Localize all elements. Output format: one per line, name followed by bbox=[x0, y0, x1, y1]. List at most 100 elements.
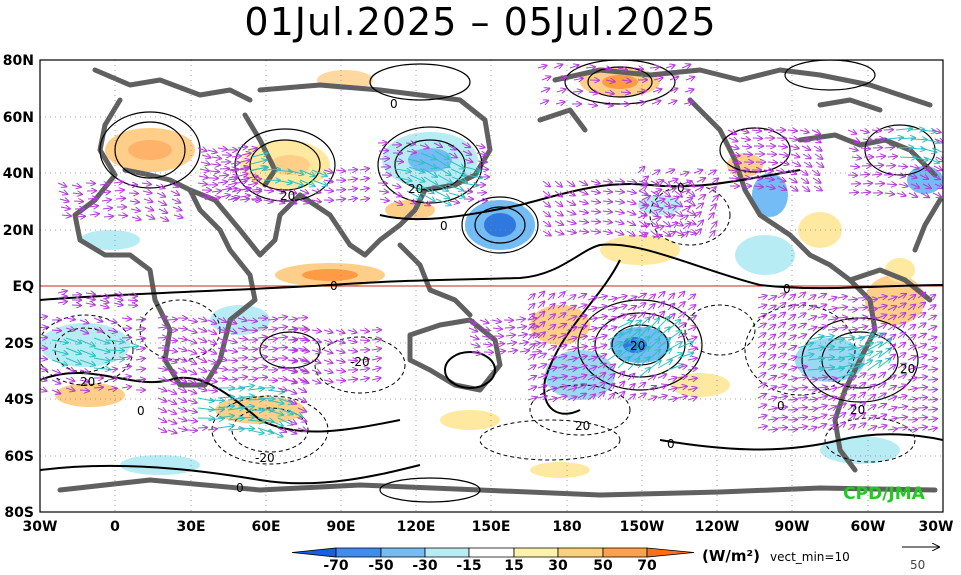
flux-vector bbox=[585, 67, 595, 68]
flux-vector bbox=[537, 302, 544, 309]
flux-vector bbox=[617, 68, 627, 70]
flux-vector bbox=[169, 183, 178, 187]
flux-vector bbox=[797, 377, 807, 378]
flux-vector bbox=[257, 408, 274, 410]
flux-vector bbox=[601, 68, 611, 69]
flux-vector bbox=[40, 378, 47, 381]
flux-vector bbox=[847, 415, 855, 421]
flux-vector bbox=[907, 305, 915, 311]
flux-vector bbox=[694, 229, 701, 237]
flux-vector bbox=[247, 349, 257, 350]
flux-vector bbox=[267, 409, 283, 415]
flux-vector bbox=[379, 199, 389, 201]
flux-vector bbox=[407, 199, 416, 204]
flux-vector bbox=[862, 183, 872, 184]
flux-vector bbox=[93, 358, 110, 361]
flux-vector bbox=[666, 188, 676, 191]
flux-vector bbox=[93, 387, 103, 388]
flux-vector bbox=[775, 170, 785, 172]
flux-vector bbox=[681, 207, 690, 211]
flux-vector bbox=[107, 379, 117, 381]
flux-vector bbox=[767, 376, 776, 380]
flux-vector bbox=[797, 407, 807, 408]
flux-vector bbox=[451, 176, 467, 183]
flux-vector bbox=[263, 200, 273, 202]
flux-vector bbox=[434, 190, 449, 198]
flux-vector bbox=[227, 379, 237, 380]
flux-vector bbox=[128, 193, 138, 194]
flux-vector bbox=[207, 350, 216, 354]
flux-vector bbox=[237, 377, 247, 378]
flux-vector bbox=[590, 191, 600, 193]
flux-vector bbox=[797, 303, 805, 309]
flux-vector bbox=[287, 169, 303, 174]
flux-vector bbox=[277, 378, 287, 380]
flux-vector bbox=[577, 305, 586, 308]
flux-vector bbox=[811, 130, 820, 134]
flux-vector bbox=[884, 193, 894, 194]
flux-vector bbox=[617, 321, 632, 329]
flux-vector bbox=[638, 186, 646, 192]
flux-vector bbox=[787, 170, 796, 174]
flux-vector bbox=[907, 325, 915, 331]
flux-vector bbox=[708, 187, 716, 194]
flux-vector bbox=[207, 400, 224, 401]
flux-vector bbox=[614, 191, 624, 192]
flux-vector bbox=[667, 314, 675, 321]
flux-vector bbox=[867, 375, 875, 381]
flux-vector bbox=[247, 320, 257, 321]
flux-vector bbox=[267, 429, 283, 437]
flux-vector bbox=[311, 360, 321, 363]
flux-vector bbox=[171, 199, 180, 203]
flux-vector bbox=[884, 147, 894, 148]
contour-label: 0 bbox=[236, 481, 244, 495]
flux-vector bbox=[837, 328, 847, 329]
flux-vector bbox=[637, 347, 649, 359]
flux-vector bbox=[187, 390, 196, 393]
flux-vector bbox=[392, 193, 402, 196]
flux-vector bbox=[567, 295, 576, 301]
flux-vector bbox=[51, 359, 67, 365]
colorbar-tick-label: 30 bbox=[548, 558, 568, 574]
lat-label: 60N bbox=[3, 110, 34, 126]
flux-vector bbox=[653, 78, 663, 80]
flux-vector bbox=[547, 325, 555, 331]
flux-vector bbox=[263, 169, 280, 170]
flux-vector bbox=[167, 390, 176, 394]
flux-vector bbox=[887, 418, 897, 420]
flux-vector bbox=[217, 368, 227, 370]
flux-vector bbox=[817, 336, 834, 338]
flux-vector bbox=[657, 349, 671, 359]
flux-vector bbox=[311, 340, 321, 342]
colorbar-tick-label: -15 bbox=[456, 558, 481, 574]
flux-vector bbox=[617, 357, 630, 369]
flux-vector bbox=[827, 425, 836, 431]
flux-vector bbox=[547, 346, 556, 350]
flux-vector bbox=[797, 367, 807, 369]
flux-vector bbox=[837, 337, 854, 338]
flux-vector bbox=[877, 296, 887, 298]
flux-vector bbox=[323, 180, 333, 182]
flux-vector bbox=[187, 360, 196, 364]
flux-vector bbox=[93, 318, 102, 322]
flux-vector bbox=[837, 296, 847, 298]
flux-vector bbox=[851, 157, 861, 158]
flux-vector bbox=[107, 350, 124, 351]
colorbar-segment bbox=[424, 547, 470, 558]
flux-vector bbox=[237, 396, 254, 398]
flux-vector bbox=[463, 159, 473, 162]
flux-vector bbox=[207, 418, 224, 420]
flux-vector bbox=[927, 379, 937, 380]
flux-vector bbox=[142, 191, 152, 193]
flux-vector bbox=[887, 316, 896, 321]
flux-vector bbox=[311, 350, 321, 353]
flux-vector bbox=[547, 304, 555, 311]
flux-vector bbox=[837, 365, 854, 368]
flux-vector bbox=[217, 318, 226, 322]
flux-vector bbox=[217, 397, 234, 398]
flux-vector bbox=[607, 394, 614, 401]
watermark: CPD/JMA bbox=[843, 484, 925, 504]
flux-vector bbox=[277, 417, 293, 425]
flux-vector bbox=[650, 220, 658, 227]
flux-vector bbox=[578, 221, 588, 222]
